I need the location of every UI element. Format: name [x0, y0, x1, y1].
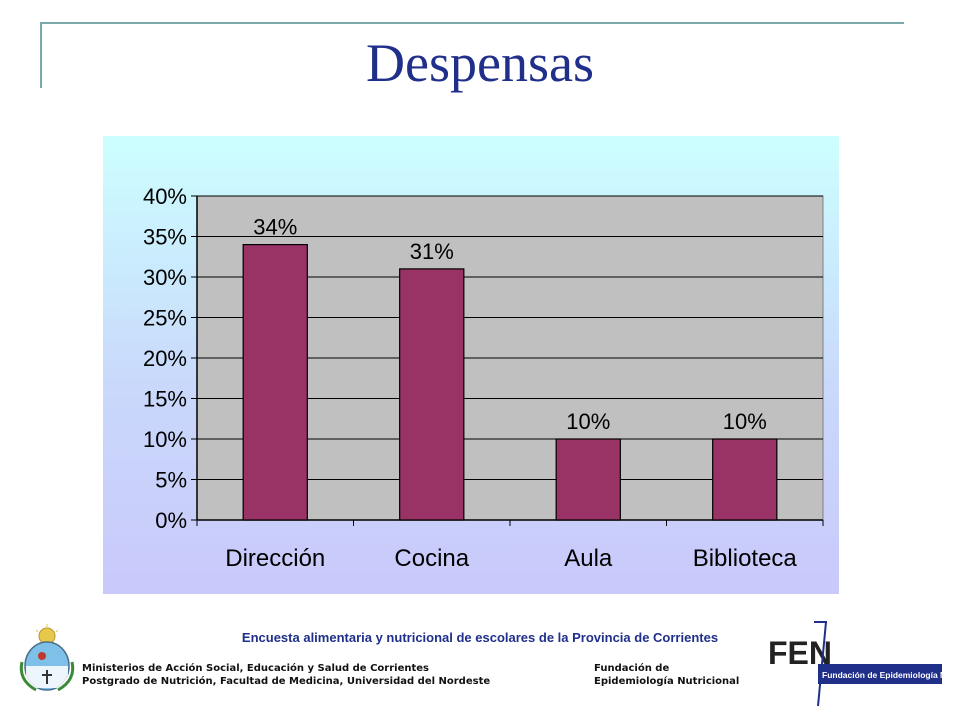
x-tick-label: Dirección	[225, 545, 325, 572]
top-accent-line	[40, 22, 904, 24]
x-tick-label: Aula	[564, 545, 613, 572]
foundation-line-1: Fundación de	[594, 663, 670, 674]
left-accent-line	[40, 22, 42, 88]
y-tick-label: 0%	[155, 508, 187, 533]
bar	[712, 438, 778, 521]
bar	[242, 243, 308, 521]
bar	[555, 438, 621, 521]
y-tick-label: 25%	[143, 306, 187, 331]
y-tick-label: 20%	[143, 346, 187, 371]
x-tick-label: Biblioteca	[693, 545, 798, 572]
ministries-credit: Ministerios de Acción Social, Educación …	[82, 662, 490, 688]
y-tick-label: 15%	[143, 387, 187, 412]
data-label: 34%	[253, 215, 297, 240]
foundation-line-2: Epidemiología Nutricional	[594, 676, 740, 687]
ministries-line: Ministerios de Acción Social, Educación …	[82, 663, 429, 674]
y-tick-label: 30%	[143, 265, 187, 290]
fen-logo-name: Fundación de Epidemiología Nutricional	[822, 670, 946, 680]
university-line: Postgrado de Nutrición, Facultad de Medi…	[82, 676, 491, 687]
provincial-seal-icon	[19, 624, 75, 692]
foundation-credit: Fundación de Epidemiología Nutricional	[594, 662, 739, 688]
x-tick-label: Cocina	[394, 545, 469, 572]
slide-title: Despensas	[366, 33, 594, 93]
y-tick-label: 40%	[143, 184, 187, 209]
bar-chart: 0% 5% 10% 15% 20% 25% 30% 35% 40% 34% Dirección 31%…	[143, 184, 824, 572]
y-tick-label: 5%	[155, 468, 187, 493]
data-label: 10%	[566, 409, 610, 434]
bar	[399, 268, 465, 521]
y-tick-label: 35%	[143, 225, 187, 250]
fen-logo: FEN Fundación de Epidemiología Nutricion…	[768, 621, 946, 707]
survey-title: Encuesta alimentaria y nutricional de es…	[241, 630, 719, 645]
y-tick-label: 10%	[143, 427, 187, 452]
chart-panel: 0% 5% 10% 15% 20% 25% 30% 35% 40% 34% Dirección 31%…	[103, 136, 839, 594]
data-label: 31%	[410, 239, 454, 264]
data-label: 10%	[723, 409, 767, 434]
